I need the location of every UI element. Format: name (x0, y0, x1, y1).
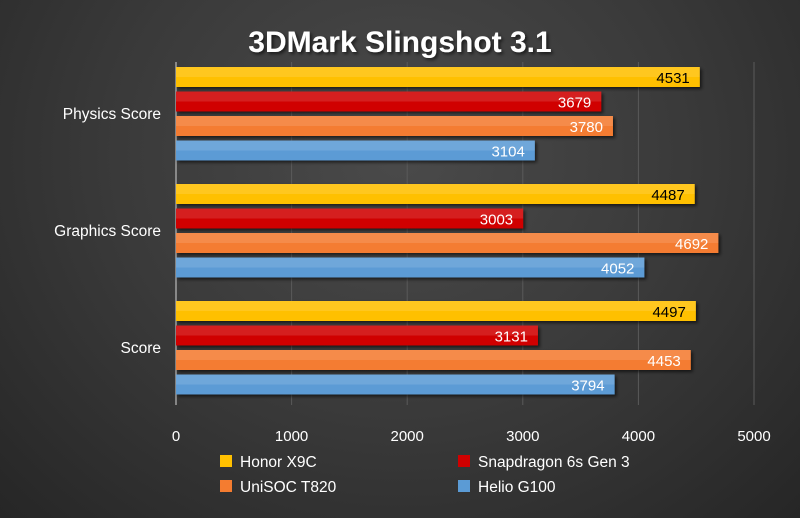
data-label: 4052 (601, 261, 634, 278)
x-tick-label: 0 (172, 428, 180, 445)
bar-honor-x9c (176, 184, 695, 204)
bar-highlight (176, 208, 524, 219)
legend-swatch (458, 455, 470, 467)
data-label: 4497 (652, 304, 685, 321)
bar-snapdragon-6s-gen-3 (176, 325, 538, 346)
bar-helio-g100 (176, 140, 535, 161)
bar-snapdragon-6s-gen-3 (176, 208, 524, 229)
bar-highlight (176, 91, 602, 102)
category-label: Graphics Score (54, 223, 161, 240)
data-label: 4453 (647, 353, 680, 370)
bar-highlight (176, 116, 613, 126)
x-tick-label: 1000 (275, 428, 308, 445)
bar-highlight (176, 140, 535, 151)
x-tick-label: 3000 (506, 428, 539, 445)
bar-highlight (176, 325, 538, 336)
bar-helio-g100 (176, 257, 645, 278)
bar-highlight (176, 67, 700, 77)
data-label: 3131 (495, 329, 528, 346)
bar-highlight (176, 301, 696, 311)
category-label: Score (121, 340, 162, 357)
legend-label: UniSOC T820 (240, 479, 337, 496)
bar-highlight (176, 233, 719, 243)
x-tick-label: 5000 (737, 428, 770, 445)
data-label: 3003 (480, 212, 513, 229)
bar-unisoc-t820 (176, 116, 613, 136)
data-label: 4531 (656, 70, 689, 87)
bar-honor-x9c (176, 301, 696, 321)
data-label: 3104 (491, 144, 524, 161)
bar-highlight (176, 257, 645, 268)
bar-honor-x9c (176, 67, 700, 87)
x-tick-label: 2000 (391, 428, 424, 445)
legend-label: Helio G100 (478, 479, 556, 496)
data-label: 3780 (570, 119, 603, 136)
data-label: 4487 (651, 187, 684, 204)
legend-label: Honor X9C (240, 454, 317, 471)
data-label: 3794 (571, 378, 604, 395)
category-label: Physics Score (63, 106, 161, 123)
data-label: 4692 (675, 236, 708, 253)
bar-helio-g100 (176, 374, 615, 395)
data-label: 3679 (558, 95, 591, 112)
bar-highlight (176, 184, 695, 194)
bar-highlight (176, 374, 615, 385)
bar-snapdragon-6s-gen-3 (176, 91, 602, 112)
bar-highlight (176, 350, 691, 360)
legend-swatch (220, 455, 232, 467)
legend-swatch (458, 480, 470, 492)
chart-title: 3DMark Slingshot 3.1 (248, 26, 551, 59)
bar-unisoc-t820 (176, 233, 719, 253)
legend-swatch (220, 480, 232, 492)
x-tick-label: 4000 (622, 428, 655, 445)
bar-unisoc-t820 (176, 350, 691, 370)
legend-label: Snapdragon 6s Gen 3 (478, 454, 630, 471)
